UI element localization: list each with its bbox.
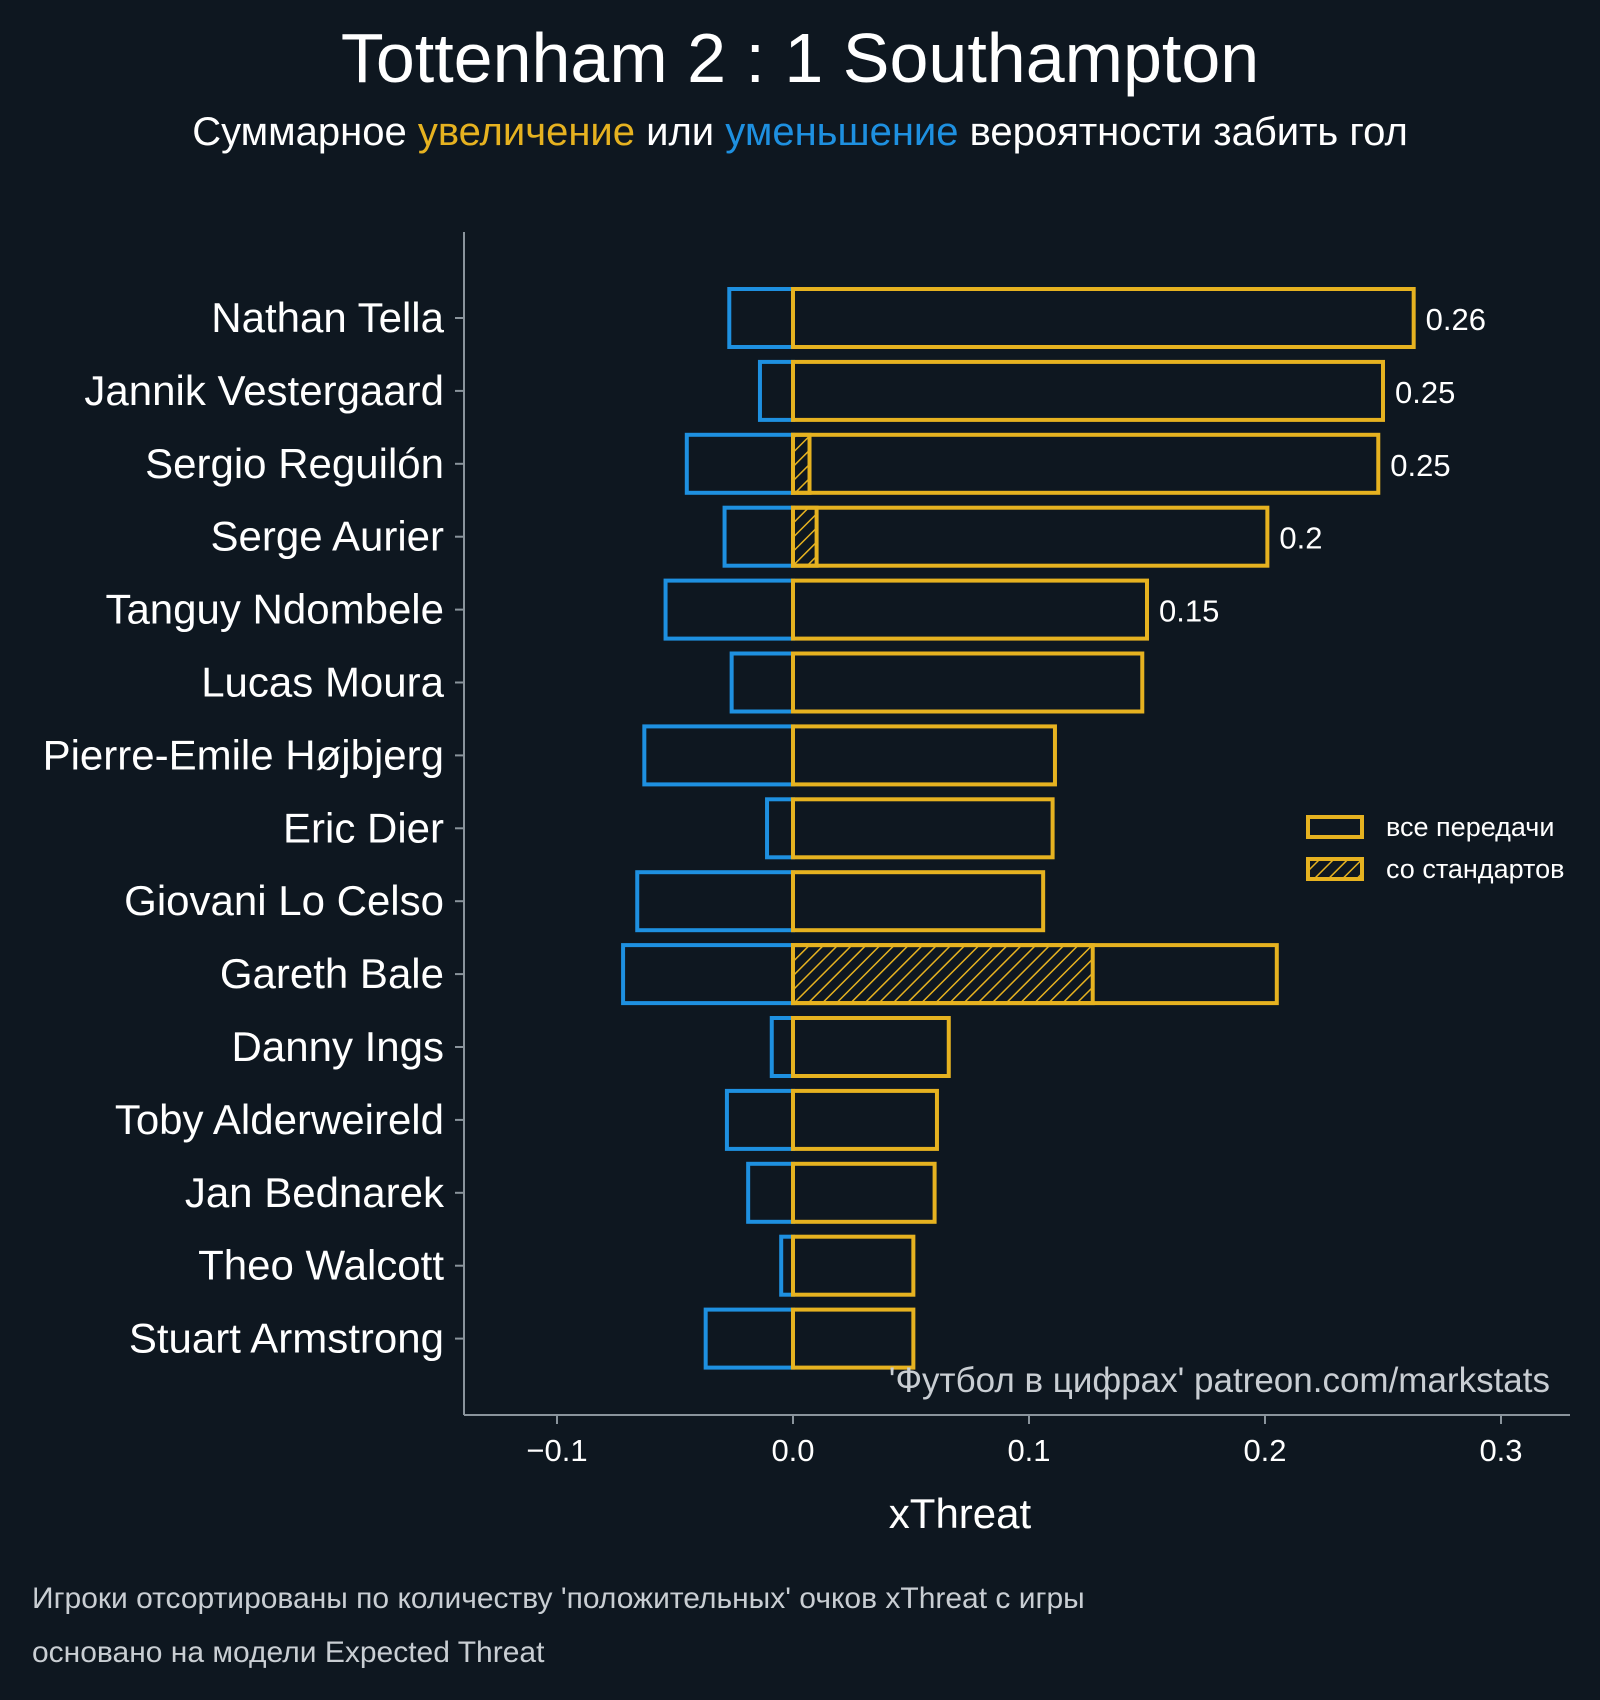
negative-bar <box>684 432 795 495</box>
player-label: Toby Alderweireld <box>115 1096 444 1143</box>
player-label: Jannik Vestergaard <box>84 367 444 414</box>
value-label: 0.25 <box>1395 375 1455 410</box>
subtitle-negative: уменьшение <box>725 110 959 154</box>
labels-group: Nathan Tella 0.26 Jannik Vestergaard 0.25 Se… <box>43 294 1486 1362</box>
player-label: Gareth Bale <box>220 950 444 997</box>
player-label: Giovani Lo Celso <box>124 877 444 924</box>
negative-bar <box>703 1307 795 1370</box>
positive-bar <box>791 287 1416 349</box>
legend: все передачи со стандартов <box>1306 812 1564 884</box>
footnote-sorting: Игроки отсортированы по количеству 'поло… <box>32 1582 1085 1615</box>
x-axis-label: xThreat <box>889 1490 1032 1537</box>
set-piece-bar <box>791 432 812 495</box>
player-label: Stuart Armstrong <box>129 1315 444 1362</box>
subtitle-part2: или <box>635 110 726 154</box>
set-piece-bar <box>791 943 1095 1006</box>
set-piece-bar <box>791 505 819 568</box>
negative-bar <box>642 724 795 787</box>
positive-bar <box>791 724 1057 787</box>
negative-bar <box>727 287 796 349</box>
value-label: 0.26 <box>1426 302 1486 337</box>
player-label: Nathan Tella <box>211 294 444 341</box>
player-label: Pierre-Emile Højbjerg <box>43 731 444 778</box>
legend-label-set-pieces: со стандартов <box>1386 854 1564 884</box>
positive-bar <box>791 359 1385 422</box>
axes-group: −0.1 0.0 0.1 0.2 0.3 <box>455 232 1570 1468</box>
x-tick-label: 0.3 <box>1479 1433 1522 1468</box>
negative-bar <box>663 578 795 641</box>
value-label: 0.25 <box>1390 448 1450 483</box>
negative-bar <box>746 1161 795 1224</box>
legend-label-all-passes: все передачи <box>1386 812 1554 842</box>
positive-bar <box>791 505 1270 568</box>
legend-swatch-set-pieces <box>1306 857 1364 881</box>
footnote-model: основано на модели Expected Threat <box>32 1636 545 1669</box>
subtitle-part1: Суммарное <box>192 110 418 154</box>
watermark: 'Футбол в цифрах' patreon.com/markstats <box>889 1361 1550 1400</box>
negative-bar <box>635 870 795 933</box>
positive-bar <box>791 797 1055 860</box>
positive-bar <box>791 870 1046 933</box>
positive-bar <box>791 432 1381 495</box>
xthreat-bar-chart: −0.1 0.0 0.1 0.2 0.3 Nathan Tella 0.26 Jannik … <box>43 232 1570 1537</box>
legend-swatch-all-passes <box>1306 815 1364 839</box>
chart-title: Tottenham 2 : 1 Southampton <box>340 19 1260 97</box>
player-label: Jan Bednarek <box>185 1169 445 1216</box>
subtitle-positive: увеличение <box>417 110 635 154</box>
positive-bar <box>791 1307 916 1370</box>
negative-bar <box>621 943 796 1006</box>
subtitle-part3: вероятности забить гол <box>958 110 1408 154</box>
chart-subtitle: Суммарное увеличение или уменьшение веро… <box>0 110 1600 155</box>
positive-bar <box>791 1234 916 1297</box>
positive-bar <box>791 1161 937 1224</box>
value-label: 0.15 <box>1159 594 1219 629</box>
player-label: Serge Aurier <box>211 513 444 560</box>
negative-bar <box>729 651 796 714</box>
negative-bar <box>757 359 796 422</box>
positive-bar <box>791 651 1145 714</box>
bars-group <box>621 287 1416 1370</box>
player-label: Danny Ings <box>232 1023 444 1070</box>
player-label: Sergio Reguilón <box>145 440 444 487</box>
positive-bar <box>791 943 1279 1006</box>
player-label: Tanguy Ndombele <box>105 586 444 633</box>
player-label: Lucas Moura <box>201 659 444 706</box>
positive-bar <box>791 1016 951 1078</box>
x-tick-label: 0.1 <box>1007 1433 1050 1468</box>
player-label: Theo Walcott <box>198 1242 444 1289</box>
x-tick-label: −0.1 <box>526 1433 587 1468</box>
negative-bar <box>769 1016 796 1078</box>
x-tick-label: 0.0 <box>771 1433 814 1468</box>
positive-bar <box>791 578 1149 641</box>
value-label: 0.2 <box>1279 521 1322 556</box>
negative-bar <box>765 797 795 860</box>
x-tick-label: 0.2 <box>1243 1433 1286 1468</box>
player-label: Eric Dier <box>283 804 444 851</box>
negative-bar <box>724 1088 795 1151</box>
negative-bar <box>722 505 795 568</box>
positive-bar <box>791 1088 939 1151</box>
